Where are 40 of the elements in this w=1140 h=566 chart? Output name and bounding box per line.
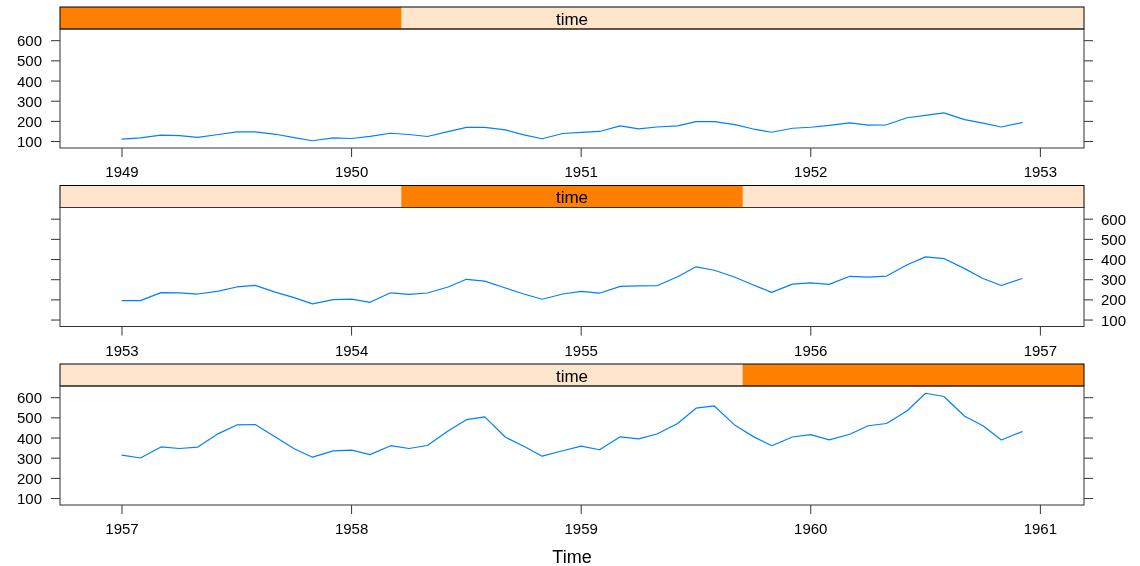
y-tick-label: 300 [16,92,42,110]
x-axis-title: Time [552,547,592,566]
y2-tick-label: 400 [1101,251,1127,269]
y-tick-label: 500 [16,409,42,427]
y2-tick-label: 300 [1101,271,1127,289]
x-tick-label: 1958 [334,520,369,537]
x-tick-label: 1957 [105,520,139,537]
x-tick-label: 1955 [564,341,598,359]
y-tick-label: 200 [16,469,42,487]
x-tick-label: 1961 [1023,520,1058,537]
x-tick-label: 1956 [794,341,828,359]
y-tick-label: 200 [16,112,42,130]
x-tick-label: 1954 [334,341,369,359]
line-series [121,256,1023,305]
x-tick-label: 1953 [105,341,139,359]
y-tick-label: 400 [16,429,42,447]
x-tick-label: 1953 [1023,163,1058,180]
line-series [121,392,1023,459]
x-tick-label: 1951 [564,163,598,180]
y-tick-label: 600 [16,389,42,407]
y2-tick-label: 600 [1101,210,1127,228]
x-tick-label: 1957 [1023,341,1058,359]
y-tick-label: 300 [16,449,42,467]
y2-tick-label: 100 [1101,311,1127,329]
y-tick-label: 500 [16,52,42,70]
chart-title: time [555,188,589,207]
y-tick-label: 400 [16,72,42,90]
y2-tick-label: 200 [1101,291,1127,309]
y-tick-label: 100 [16,490,42,508]
x-tick-label: 1950 [334,163,369,180]
x-tick-label: 1959 [564,520,598,537]
line-series [121,112,1023,142]
x-tick-label: 1949 [105,163,139,180]
y2-tick-label: 500 [1101,230,1127,248]
chart-title: time [555,9,589,29]
y-tick-label: 100 [16,133,42,151]
chart-title: time [555,366,589,386]
x-tick-label: 1952 [794,163,828,180]
x-tick-label: 1960 [794,520,828,537]
y-tick-label: 600 [16,32,42,50]
